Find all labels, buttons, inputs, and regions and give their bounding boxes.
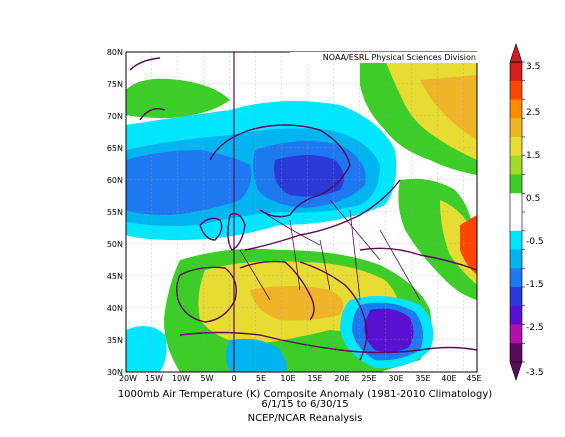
lon-tick: 15E bbox=[307, 374, 322, 383]
anomaly-field bbox=[126, 52, 477, 372]
colorbar-band bbox=[510, 287, 522, 307]
source-label: NOAA/ESRL Physical Sciences Division bbox=[290, 52, 478, 63]
caption-dates: 6/1/15 to 6/30/15 bbox=[261, 399, 349, 410]
colorbar-band bbox=[510, 212, 522, 232]
lat-tick: 80N bbox=[107, 48, 123, 57]
colorbar-band bbox=[510, 193, 522, 213]
colorbar bbox=[509, 43, 525, 381]
colorbar-min-arrow bbox=[509, 361, 523, 381]
colorbar-band bbox=[510, 80, 522, 100]
colorbar-band bbox=[510, 155, 522, 175]
lon-tick: 20E bbox=[334, 374, 349, 383]
lon-tick: 35E bbox=[415, 374, 430, 383]
caption-source: NCEP/NCAR Reanalysis bbox=[247, 413, 363, 424]
lon-tick: 5E bbox=[256, 374, 266, 383]
colorbar-label: -2.5 bbox=[526, 323, 544, 333]
colorbar-band bbox=[510, 174, 522, 194]
colorbar-band bbox=[510, 268, 522, 288]
lon-tick: 5W bbox=[201, 374, 214, 383]
lon-tick: 45E bbox=[466, 374, 481, 383]
colorbar-max-arrow bbox=[509, 43, 523, 63]
colorbar-band bbox=[510, 99, 522, 119]
lat-tick: 60N bbox=[107, 176, 123, 185]
lat-tick: 75N bbox=[107, 80, 123, 89]
lon-tick: 40E bbox=[441, 374, 456, 383]
lon-tick: 25E bbox=[361, 374, 376, 383]
colorbar-band bbox=[510, 324, 522, 344]
colorbar-band bbox=[510, 118, 522, 138]
lon-tick: 10W bbox=[172, 374, 190, 383]
colorbar-label: -0.5 bbox=[526, 237, 544, 247]
colorbar-band bbox=[510, 249, 522, 269]
colorbar-label: 1.5 bbox=[526, 151, 540, 161]
lon-tick: 20W bbox=[119, 374, 137, 383]
lon-tick: 0 bbox=[231, 374, 236, 383]
lat-axis: 80N 75N 70N 65N 60N 55N 50N 45N 40N 35N … bbox=[107, 48, 123, 377]
lat-tick: 55N bbox=[107, 208, 123, 217]
colorbar-label: -3.5 bbox=[526, 368, 544, 378]
colorbar-labels: 3.5 2.5 1.5 0.5 -0.5 -1.5 -2.5 -3.5 bbox=[526, 62, 544, 378]
lat-tick: 45N bbox=[107, 272, 123, 281]
lat-tick: 70N bbox=[107, 112, 123, 121]
lat-tick: 35N bbox=[107, 336, 123, 345]
colorbar-band bbox=[510, 230, 522, 250]
colorbar-label: -1.5 bbox=[526, 280, 544, 290]
colorbar-band bbox=[510, 137, 522, 157]
lat-tick: 30N bbox=[107, 368, 123, 377]
lat-tick: 65N bbox=[107, 144, 123, 153]
colorbar-band bbox=[510, 343, 522, 363]
lat-tick: 40N bbox=[107, 304, 123, 313]
lat-tick: 50N bbox=[107, 240, 123, 249]
colorbar-band bbox=[510, 305, 522, 325]
lon-axis: 20W 15W 10W 5W 0 5E 10E 15E 20E 25E 30E … bbox=[119, 374, 482, 383]
caption-title: 1000mb Air Temperature (K) Composite Ano… bbox=[117, 389, 493, 400]
colorbar-label: 2.5 bbox=[526, 108, 540, 118]
lon-tick: 10E bbox=[280, 374, 295, 383]
colorbar-band bbox=[510, 62, 522, 82]
lon-tick: 30E bbox=[388, 374, 403, 383]
lon-tick: 15W bbox=[145, 374, 163, 383]
colorbar-label: 3.5 bbox=[526, 62, 540, 72]
colorbar-label: 0.5 bbox=[526, 194, 540, 204]
